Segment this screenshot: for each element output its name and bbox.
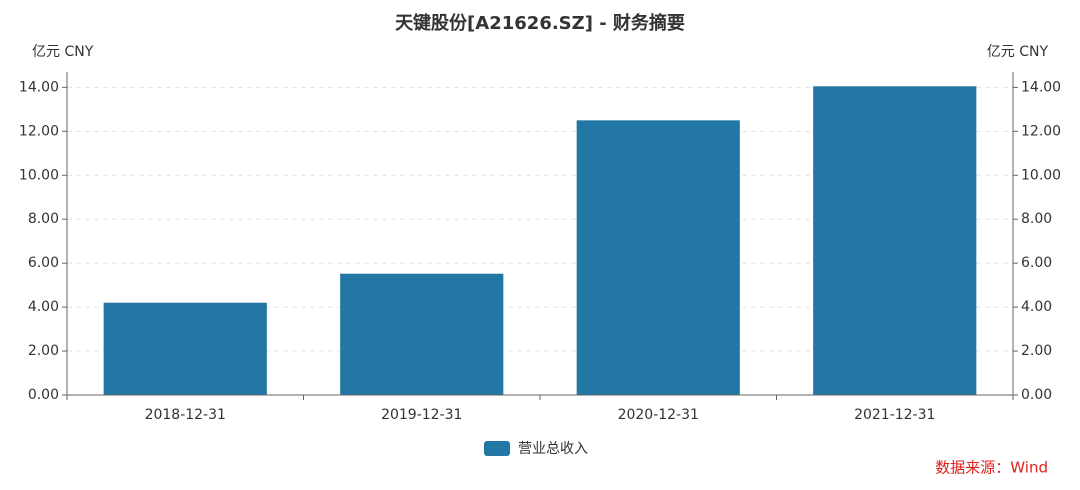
x-tick-label: 2018-12-31 (145, 407, 226, 423)
y-tick-label: 14.00 (19, 79, 59, 95)
legend-swatch (484, 441, 510, 456)
y2-tick-label: 0.00 (1021, 387, 1052, 403)
y2-tick-label: 2.00 (1021, 343, 1052, 359)
y2-axis-label: 亿元 CNY (987, 44, 1049, 60)
bar (103, 302, 267, 395)
y-tick-label: 10.00 (19, 167, 59, 183)
bar (813, 86, 977, 395)
y2-tick-label: 8.00 (1021, 211, 1052, 227)
y-tick-label: 8.00 (28, 211, 59, 227)
y-tick-label: 4.00 (28, 299, 59, 315)
y2-tick-label: 10.00 (1021, 167, 1061, 183)
chart-title: 天键股份[A21626.SZ] - 财务摘要 (395, 12, 685, 34)
y-tick-label: 2.00 (28, 343, 59, 359)
y-tick-label: 6.00 (28, 255, 59, 271)
x-tick-label: 2021-12-31 (854, 407, 935, 423)
x-tick-label: 2020-12-31 (618, 407, 699, 423)
y2-tick-label: 14.00 (1021, 79, 1061, 95)
y2-tick-label: 6.00 (1021, 255, 1052, 271)
bar (340, 273, 504, 395)
y-axis-label: 亿元 CNY (32, 44, 94, 60)
bar (576, 120, 740, 395)
y2-tick-label: 4.00 (1021, 299, 1052, 315)
y-tick-label: 12.00 (19, 123, 59, 139)
y-tick-label: 0.00 (28, 387, 59, 403)
legend-label: 营业总收入 (518, 441, 588, 457)
x-tick-label: 2019-12-31 (381, 407, 462, 423)
y2-tick-label: 12.00 (1021, 123, 1061, 139)
source: 数据来源：Wind (935, 459, 1048, 477)
